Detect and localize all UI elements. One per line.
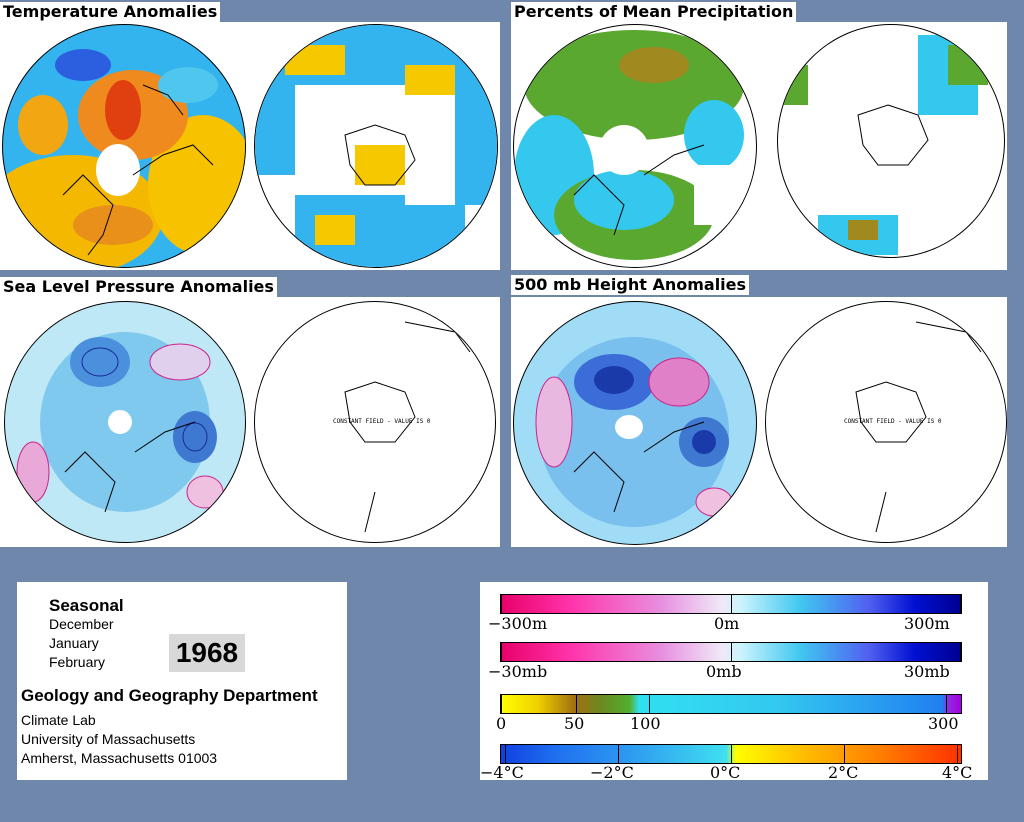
- slp-constant-note: CONSTANT FIELD - VALUE IS 0: [333, 418, 431, 425]
- temperature-south-globe: [254, 24, 498, 268]
- month-1: December: [49, 616, 114, 632]
- temp-label-neg2: −2°C: [590, 763, 634, 782]
- pressure-label-max: 30mb: [904, 662, 950, 681]
- temp-label-2: 2°C: [828, 763, 859, 782]
- slp-title: Sea Level Pressure Anomalies: [0, 277, 277, 297]
- slp-south-globe: CONSTANT FIELD - VALUE IS 0: [254, 301, 496, 543]
- height500-north-globe: [513, 301, 757, 545]
- precip-label-50: 50: [564, 714, 585, 733]
- pressure-label-mid: 0mb: [706, 662, 742, 681]
- height-label-max: 300m: [904, 614, 950, 633]
- precipitation-north-globe: [513, 24, 757, 268]
- height500-title: 500 mb Height Anomalies: [511, 275, 750, 295]
- precip-label-0: 0: [496, 714, 507, 733]
- address-line-1: Climate Lab: [21, 712, 96, 728]
- department-name: Geology and Geography Department: [21, 686, 318, 705]
- precipitation-panel: [511, 22, 1007, 270]
- temp-colorbar: [500, 744, 962, 764]
- height500-south-globe: CONSTANT FIELD - VALUE IS 0: [765, 301, 1007, 543]
- slp-panel: CONSTANT FIELD - VALUE IS 0: [0, 297, 500, 547]
- precip-label-100: 100: [630, 714, 661, 733]
- address-line-2: University of Massachusetts: [21, 731, 196, 747]
- height500-constant-note: CONSTANT FIELD - VALUE IS 0: [844, 418, 942, 425]
- temp-label-0: 0°C: [710, 763, 741, 782]
- period-label: Seasonal: [49, 596, 124, 615]
- month-3: February: [49, 654, 106, 670]
- precip-colorbar: [500, 694, 962, 714]
- color-legends: −300m 0m 300m −30mb 0mb 30mb 0 50 100 30…: [480, 582, 988, 782]
- info-box: Seasonal December January February 1968 …: [17, 582, 347, 780]
- precipitation-south-globe: [777, 24, 1005, 258]
- height-colorbar: [500, 594, 962, 614]
- temperature-panel: [0, 22, 500, 270]
- month-2: January: [49, 635, 99, 651]
- temperature-north-globe: [2, 24, 246, 268]
- pressure-colorbar: [500, 642, 962, 662]
- temperature-title: Temperature Anomalies: [0, 2, 221, 22]
- height-label-min: −300m: [488, 614, 548, 633]
- precip-label-300: 300: [928, 714, 959, 733]
- temp-label-neg4: −4°C: [480, 763, 524, 782]
- temp-label-4: 4°C: [942, 763, 973, 782]
- height500-panel: CONSTANT FIELD - VALUE IS 0: [511, 297, 1007, 547]
- height-label-mid: 0m: [714, 614, 740, 633]
- pressure-label-min: −30mb: [488, 662, 548, 681]
- year-badge: 1968: [169, 634, 245, 672]
- address-line-3: Amherst, Massachusetts 01003: [21, 750, 218, 766]
- precipitation-title: Percents of Mean Precipitation: [511, 2, 797, 22]
- slp-north-globe: [4, 301, 246, 543]
